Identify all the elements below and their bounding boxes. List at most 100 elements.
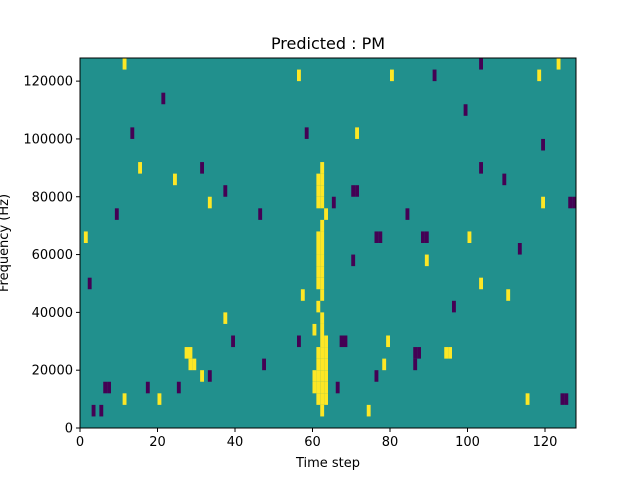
heatmap-cell-high xyxy=(320,358,325,371)
x-tick-label: 40 xyxy=(227,435,244,450)
heatmap-cell-high xyxy=(320,196,325,209)
heatmap-cell-high xyxy=(537,69,542,82)
heatmap-cell-low xyxy=(145,381,150,394)
heatmap-cell-high xyxy=(506,289,511,301)
heatmap-cell-low xyxy=(304,127,309,139)
heatmap-cell-low xyxy=(161,92,166,105)
heatmap-cell-high xyxy=(316,231,321,243)
heatmap-cell-high xyxy=(320,219,325,232)
heatmap-cell-high xyxy=(324,347,328,359)
heatmap-cell-high xyxy=(316,393,321,405)
heatmap-cell-high xyxy=(324,358,328,371)
heatmap-cell-low xyxy=(413,358,418,371)
heatmap-cell-high xyxy=(556,58,561,70)
y-tick-label: 40000 xyxy=(32,306,73,321)
heatmap-cell-high xyxy=(355,127,359,139)
heatmap-cell-high xyxy=(122,58,127,70)
x-axis-ticks: 0 20 40 60 80 100 120 xyxy=(76,428,558,450)
x-tick-label: 120 xyxy=(533,435,558,450)
heatmap-cell-high xyxy=(184,347,189,359)
heatmap-cell-high xyxy=(316,243,321,255)
heatmap-cell-high xyxy=(316,347,321,359)
heatmap-cell-high xyxy=(316,300,321,313)
heatmap-cell-high xyxy=(122,393,127,405)
y-axis-ticks: 0 20000 40000 60000 80000 100000 120000 xyxy=(23,75,80,437)
heatmap-cell-low xyxy=(564,393,569,405)
heatmap-cell-high xyxy=(312,381,317,394)
heatmap-cell-high xyxy=(312,323,317,336)
heatmap-cell-high xyxy=(320,370,325,382)
heatmap-cell-high xyxy=(192,358,197,371)
x-tick-label: 80 xyxy=(382,435,399,450)
heatmap-cell-low xyxy=(374,231,379,243)
heatmap-cell-high xyxy=(525,393,530,405)
heatmap-cell-high xyxy=(173,173,177,186)
heatmap-cell-low xyxy=(479,58,483,70)
heatmap-cell-low xyxy=(421,231,425,243)
heatmap-cell-high xyxy=(479,277,483,290)
heatmap-cell-high xyxy=(316,196,321,209)
heatmap-cell-low xyxy=(351,254,356,267)
heatmap-cell-low xyxy=(374,370,379,382)
heatmap-cell-low xyxy=(87,277,92,290)
heatmap-cell-high xyxy=(366,404,371,417)
heatmap-cell-low xyxy=(114,208,119,220)
heatmap-cell-high xyxy=(541,196,545,209)
plot-frame xyxy=(79,57,577,429)
heatmap-cell-low xyxy=(99,404,104,417)
heatmap-cell-high xyxy=(444,347,449,359)
heatmap-cell-low xyxy=(107,381,111,394)
heatmap-cell-low xyxy=(517,243,522,255)
heatmap-cell-low xyxy=(463,104,468,116)
y-tick-label: 20000 xyxy=(32,364,73,379)
y-tick-label: 80000 xyxy=(32,190,73,205)
heatmap-cell-high xyxy=(200,370,204,382)
heatmap-cell-low xyxy=(452,300,456,313)
heatmap-cell-high xyxy=(312,370,317,382)
heatmap-cell-low xyxy=(378,231,383,243)
heatmap-cell-high xyxy=(390,69,394,82)
heatmap-cell-high xyxy=(223,312,228,324)
heatmap-cell-high xyxy=(316,277,321,290)
heatmap-cell-high xyxy=(188,358,193,371)
heatmap-cell-high xyxy=(316,254,321,267)
heatmap-cell-low xyxy=(176,381,181,394)
heatmap-cell-high xyxy=(188,347,193,359)
heatmap-cell-high xyxy=(138,162,142,174)
heatmap-cell-low xyxy=(351,185,356,197)
heatmap-cell-high xyxy=(320,162,325,174)
heatmap-cell-high xyxy=(324,208,328,220)
heatmap-cell-high xyxy=(320,335,325,348)
heatmap-cell-low xyxy=(417,347,421,359)
heatmap-cell-high xyxy=(316,358,321,371)
heatmap-cell-high xyxy=(316,370,321,382)
heatmap-cell-high xyxy=(320,312,325,324)
heatmap-cell-high xyxy=(320,243,325,255)
heatmap-cell-low xyxy=(502,173,507,186)
heatmap-cell-low xyxy=(223,185,228,197)
heatmap-cell-high xyxy=(316,381,321,394)
heatmap-cell-low xyxy=(262,358,266,371)
heatmap-cell-low xyxy=(479,162,483,174)
heatmap-cell-high xyxy=(297,69,301,82)
heatmap-cell-high xyxy=(207,196,212,209)
heatmap-cell-high xyxy=(386,335,390,348)
heatmap-cell-low xyxy=(339,335,344,348)
y-axis-label: Frequency (Hz) xyxy=(0,194,12,292)
heatmap-cell-high xyxy=(448,347,452,359)
heatmap-cell-high xyxy=(324,393,328,405)
heatmap-cell-low xyxy=(258,208,263,220)
heatmap-cells xyxy=(83,58,576,417)
heatmap-cell-high xyxy=(157,393,162,405)
heatmap-cell-high xyxy=(316,185,321,197)
chart-title: Predicted : PM xyxy=(271,34,385,53)
heatmap-cell-low xyxy=(335,381,340,394)
y-tick-label: 60000 xyxy=(32,248,73,263)
heatmap-cell-high xyxy=(320,277,325,290)
x-tick-label: 0 xyxy=(76,435,84,450)
heatmap-cell-high xyxy=(382,358,387,371)
heatmap-cell-low xyxy=(432,69,437,82)
heatmap-cell-high xyxy=(320,323,325,336)
heatmap-cell-low xyxy=(231,335,235,348)
